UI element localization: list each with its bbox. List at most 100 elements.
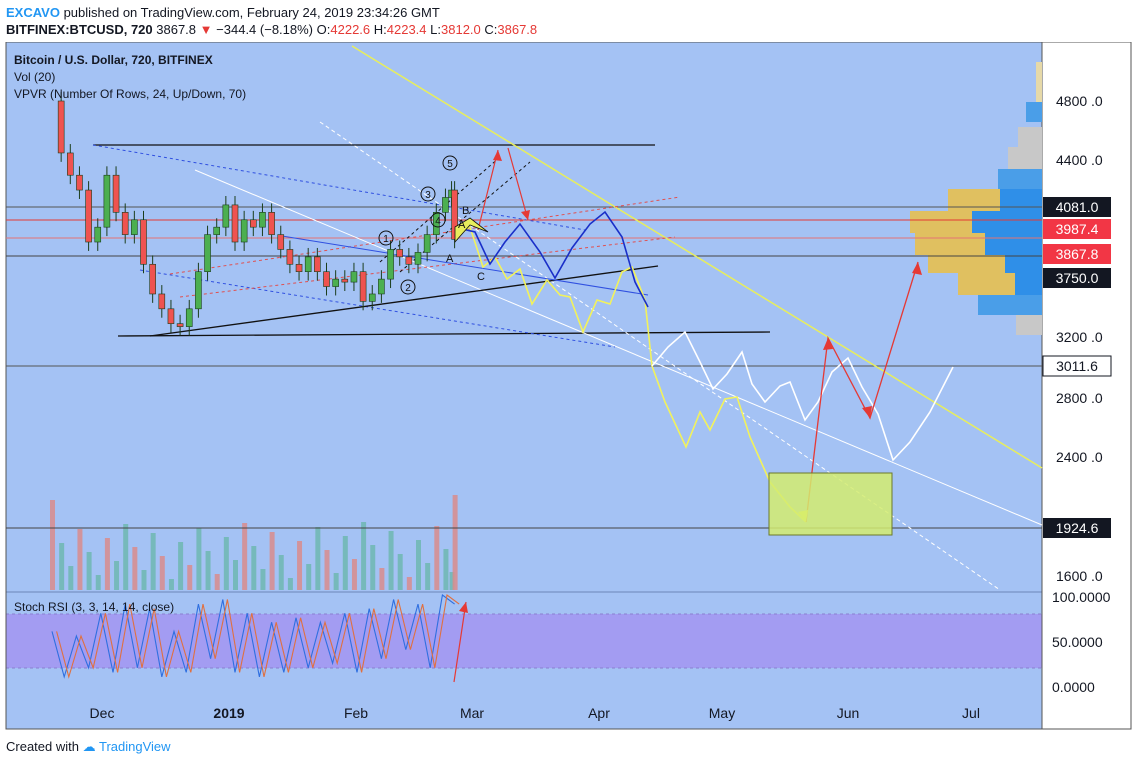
vpvr-bar: [1005, 255, 1042, 273]
volume-bar: [388, 531, 394, 590]
volume-bar: [223, 537, 229, 590]
vpvr-bar: [1036, 62, 1042, 102]
red-dashed-line-2: [179, 236, 676, 298]
candle-body: [140, 219, 147, 265]
candle-body: [76, 174, 83, 191]
price-tag-text: 3750.0: [1056, 270, 1099, 286]
stoch-red-arrow: [453, 601, 467, 683]
open-label: O:: [316, 22, 331, 37]
price-tag: [1043, 518, 1111, 538]
candle-body: [359, 271, 367, 302]
volume-bar: [187, 565, 193, 590]
red-arrowhead-icon: [521, 210, 530, 220]
price-axis[interactable]: 4800.0 4400.0 3200.0 2800.0 2400.0 1600.…: [1042, 93, 1112, 695]
volume-bar: [379, 568, 385, 590]
candle-body: [332, 278, 339, 287]
volume-bar: [416, 540, 421, 590]
red-arrowhead-icon: [459, 602, 468, 613]
candle-body: [259, 212, 266, 228]
candle-body: [323, 271, 330, 287]
vpvr-bar: [998, 169, 1042, 189]
change: −344.4 (−8.18%): [216, 22, 314, 37]
candle-body: [131, 219, 138, 235]
blue-projection-path: [457, 210, 649, 308]
candle-body: [396, 249, 404, 258]
target-zone-box[interactable]: [768, 472, 893, 536]
candle-body: [314, 256, 321, 273]
volume-bar: [425, 563, 431, 590]
x-tick: Jun: [837, 705, 860, 721]
price-tag-text: 3987.4: [1056, 221, 1099, 237]
candle-body: [222, 204, 230, 228]
candle-body: [442, 197, 449, 213]
candle-body: [121, 212, 129, 235]
y-tick: 2800: [1056, 390, 1087, 406]
vpvr-bar: [1016, 315, 1042, 335]
volume-bar: [297, 541, 303, 590]
candle-body: [250, 219, 257, 228]
x-tick: 2019: [213, 705, 244, 721]
volume-bar: [132, 547, 138, 590]
footer: Created with ☁ TradingView: [6, 739, 171, 755]
candle-body: [277, 234, 285, 250]
candle-body: [286, 249, 294, 265]
y-tick-decimal: .0: [1091, 93, 1103, 109]
wave-circle-4: [430, 212, 446, 228]
volume-bar: [196, 528, 202, 590]
y-tick-decimal: .0: [1091, 449, 1103, 465]
y-tick-decimal: .0: [1091, 390, 1103, 406]
publish-info: published on TradingView.com, February 2…: [63, 5, 440, 20]
symbol: BITFINEX:BTCUSD, 720: [6, 22, 153, 37]
time-axis[interactable]: Dec 2019 Feb Mar Apr May Jun Jul: [90, 705, 980, 721]
candle-body: [185, 308, 193, 327]
wave-circle-1: [378, 230, 394, 246]
vpvr-bar: [1018, 127, 1042, 147]
y-tick: 2400: [1056, 449, 1087, 465]
candle-body: [231, 204, 239, 243]
price-tag: [1043, 197, 1111, 217]
stoch-band: [6, 614, 1042, 668]
yellow-downtrend-line: [351, 45, 1043, 469]
white-channel-line: [194, 169, 1043, 526]
vpvr-profile: [910, 62, 1042, 335]
red-projection-path: [805, 261, 919, 523]
tradingview-logo-icon[interactable]: ☁: [82, 739, 96, 754]
stoch-d-line: [56, 594, 460, 679]
red-arrowhead-icon: [912, 262, 922, 275]
blue-solid-line: [281, 235, 649, 296]
stoch-tick: 50.0000: [1052, 634, 1103, 650]
candle-body: [295, 263, 303, 273]
volume-bar: [104, 538, 110, 590]
x-tick: May: [709, 705, 735, 721]
y-tick: 1600: [1056, 568, 1087, 584]
blue-dashed-lower: [139, 269, 616, 348]
vpvr-bar: [978, 295, 1042, 315]
tradingview-brand[interactable]: TradingView: [99, 739, 171, 754]
stoch-legend: Stoch RSI (3, 3, 14, 14, close): [14, 600, 174, 614]
chart-area[interactable]: 1 2 3 4 5 A B C A Bitcoin / U.S. Dollar,…: [0, 42, 1137, 732]
candle-body: [432, 212, 440, 235]
open-value: 4222.6: [330, 22, 371, 37]
volume-bar: [269, 532, 275, 590]
y-tick: 3200: [1056, 329, 1087, 345]
candle-body: [414, 252, 422, 265]
price-tag: [1043, 244, 1111, 264]
low-label: L:: [430, 22, 441, 37]
volume-bar: [233, 560, 238, 590]
candle-body: [350, 271, 358, 283]
volume-bar: [178, 542, 184, 590]
volume-bar: [361, 522, 367, 590]
candle-body: [405, 256, 413, 265]
candle-body: [158, 293, 166, 310]
wave-label-2: 2: [405, 283, 411, 294]
volume-bar: [443, 549, 449, 590]
high-value: 4223.4: [386, 22, 427, 37]
volume-bar: [452, 495, 458, 590]
wave-label-1: 1: [383, 234, 389, 245]
x-tick: Jul: [962, 705, 980, 721]
candle-body: [112, 174, 120, 213]
volume-bar: [351, 559, 357, 590]
author-name[interactable]: EXCAVO: [6, 5, 60, 20]
volume-bar: [214, 574, 220, 590]
small-triangle-pattern: [454, 217, 489, 244]
